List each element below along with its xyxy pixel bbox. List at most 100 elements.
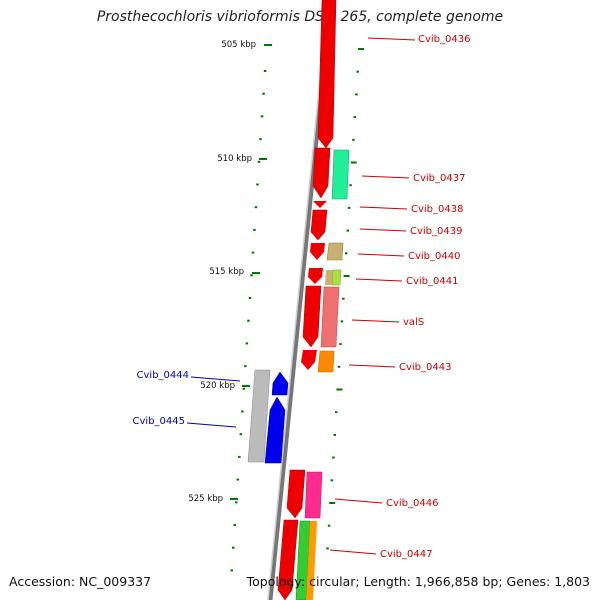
tick-dot-scale: [230, 569, 233, 572]
scale-label-525: 525 kbp: [188, 494, 223, 504]
topology-text: Topology: circular; Length: 1,966,858 bp…: [246, 574, 590, 589]
gene-cvib-0436[interactable]: [317, 0, 337, 149]
tick-dot-outer: [335, 411, 338, 414]
label-cvib-0437[interactable]: Cvib_0437: [413, 173, 465, 184]
map-title: Prosthecochloris vibrioformis DSM 265, c…: [96, 9, 504, 25]
leader-cvib-0441: [355, 278, 403, 282]
tick-dot-outer: [347, 206, 351, 209]
gene-cvib-0444[interactable]: [271, 371, 289, 396]
leader-cvib-0446: [334, 498, 383, 504]
label-cvib-0444[interactable]: Cvib_0444: [137, 370, 189, 381]
gene-cvib-0447-left: [277, 519, 299, 600]
tick-dot-outer: [352, 138, 355, 141]
gene-cvib-0441-left: [308, 268, 323, 284]
tick-dot-outer: [333, 433, 336, 436]
tick-dot-outer: [330, 479, 334, 482]
gene-cvib-0446-left: [286, 469, 306, 519]
label-vals[interactable]: valS: [403, 317, 424, 328]
gene-cvib-0443-left: [301, 350, 317, 370]
tick-dot-outer: [339, 343, 342, 346]
tick-dot-scale: [250, 274, 253, 277]
tick-dot-scale: [233, 524, 236, 526]
gene-cvib-0439[interactable]: [310, 209, 328, 241]
label-cvib-0445[interactable]: Cvib_0445: [133, 416, 185, 427]
gene-vals-left: [302, 285, 322, 348]
gene-cvib-0440-left: [310, 243, 325, 260]
tick-dot-outer: [355, 93, 358, 96]
tick-dot-outer: [350, 161, 357, 164]
gene-cvib-0446[interactable]: [304, 471, 323, 519]
tick-dot-scale: [256, 183, 259, 186]
gene-cvib-0440[interactable]: [326, 242, 344, 261]
tick-dot-scale: [235, 501, 238, 504]
gene-reverse-gray: [247, 369, 271, 463]
leader-cvib-0443: [348, 364, 396, 368]
tick-dot-scale: [241, 410, 244, 413]
tick-dot-scale: [254, 206, 258, 209]
leader-cvib-0438: [359, 206, 408, 210]
scale-labels: 505 kbp 510 kbp 515 kbp 520 kbp 525 kbp: [188, 40, 272, 504]
scale-label-510: 510 kbp: [217, 154, 252, 164]
label-cvib-0439[interactable]: Cvib_0439: [410, 226, 462, 237]
reverse-genes: [247, 369, 289, 464]
tick-dot-outer: [327, 524, 331, 527]
tick-dot-outer: [349, 184, 352, 187]
tick-dot-scale: [244, 365, 247, 368]
tick-dot-outer: [345, 252, 348, 255]
gene-cvib-0447[interactable]: [295, 520, 311, 600]
label-cvib-0443[interactable]: Cvib_0443: [399, 362, 451, 373]
tick-dot-scale: [242, 387, 246, 390]
label-cvib-0446[interactable]: Cvib_0446: [386, 498, 438, 509]
leader-cvib-0436: [367, 37, 416, 41]
gene-cvib-0443[interactable]: [317, 350, 335, 373]
leader-cvib-0444: [190, 376, 241, 382]
gene-vals[interactable]: [320, 286, 340, 348]
leader-cvib-0439: [359, 228, 407, 232]
tick-dot-scale: [238, 455, 241, 458]
label-cvib-0436[interactable]: Cvib_0436: [418, 34, 470, 45]
tick-dot-outer: [340, 320, 344, 323]
gene-cvib-0441[interactable]: [331, 269, 342, 286]
tick-dot-outer: [337, 365, 341, 368]
tick-dot-outer: [358, 48, 364, 50]
forward-genes: [277, 0, 350, 600]
tick-dot-scale: [257, 160, 261, 163]
label-cvib-0441[interactable]: Cvib_0441: [406, 276, 458, 287]
gene-cvib-0438[interactable]: [313, 201, 327, 208]
gene-cvib-0437-left: [312, 147, 331, 199]
label-cvib-0438[interactable]: Cvib_0438: [411, 204, 463, 215]
label-cvib-0447[interactable]: Cvib_0447: [380, 549, 432, 560]
scale-label-520: 520 kbp: [200, 381, 235, 391]
tick-dot-scale: [263, 70, 267, 72]
tick-dot-scale: [239, 433, 243, 436]
leader-vals: [351, 319, 400, 323]
left-labels: Cvib_0444 Cvib_0445: [133, 370, 189, 427]
tick-dot-scale: [232, 546, 235, 549]
scale-label-515: 515 kbp: [209, 267, 244, 277]
accession-text: Accession: NC_009337: [9, 574, 152, 589]
tick-dot-outer: [326, 547, 329, 550]
tick-dot-scale: [260, 115, 264, 118]
gene-cvib-0441-mid: [325, 270, 333, 285]
tick-marks-scale: [230, 70, 267, 572]
gene-cvib-0437[interactable]: [331, 149, 350, 200]
leader-cvib-0437: [361, 175, 410, 179]
tick-dot-scale: [262, 92, 265, 95]
tick-dot-outer: [356, 70, 359, 73]
tick-marks-outer: [326, 48, 364, 550]
gene-cvib-0445[interactable]: [264, 396, 286, 464]
right-labels: Cvib_0436 Cvib_0437 Cvib_0438 Cvib_0439 …: [380, 34, 470, 560]
tick-dot-outer: [346, 229, 349, 232]
right-label-lines: [329, 37, 416, 555]
label-cvib-0440[interactable]: Cvib_0440: [408, 251, 460, 262]
leader-cvib-0445: [186, 422, 237, 428]
tick-dot-scale: [251, 251, 255, 254]
tick-dot-scale: [248, 297, 252, 299]
tick-dot-scale: [245, 342, 249, 345]
leader-cvib-0440: [357, 253, 405, 257]
tick-dot-outer: [336, 388, 343, 391]
left-label-lines: [186, 376, 241, 428]
gene-cvib-0447-orange: [306, 521, 317, 600]
leader-cvib-0447: [329, 549, 377, 555]
